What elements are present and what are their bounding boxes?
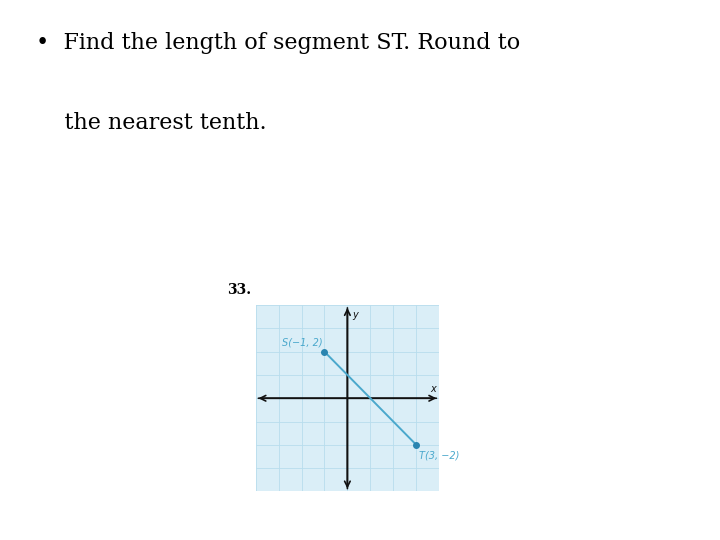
- Text: •  Find the length of segment ST. Round to: • Find the length of segment ST. Round t…: [36, 32, 521, 55]
- Text: x: x: [430, 384, 436, 394]
- Text: T(3, −2): T(3, −2): [418, 451, 459, 461]
- Text: S(−1, 2): S(−1, 2): [282, 337, 322, 347]
- Text: 33.: 33.: [227, 284, 251, 298]
- Text: y: y: [352, 310, 358, 320]
- Text: the nearest tenth.: the nearest tenth.: [36, 112, 266, 134]
